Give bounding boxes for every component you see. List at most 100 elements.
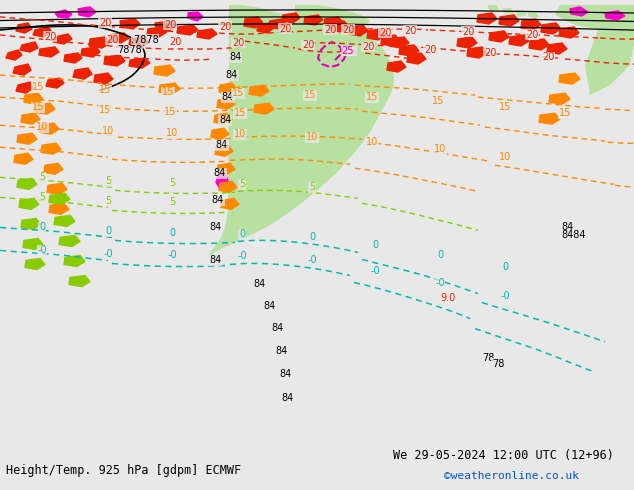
- Polygon shape: [467, 47, 487, 58]
- Text: -0: -0: [37, 245, 47, 255]
- Polygon shape: [257, 23, 274, 33]
- Text: 0: 0: [502, 263, 508, 272]
- Polygon shape: [64, 255, 85, 267]
- Polygon shape: [217, 98, 235, 109]
- Text: 15: 15: [234, 108, 246, 118]
- Polygon shape: [23, 239, 43, 249]
- Text: 10: 10: [366, 137, 378, 147]
- Polygon shape: [217, 163, 235, 174]
- Polygon shape: [488, 6, 498, 10]
- Text: 84: 84: [562, 222, 574, 232]
- Polygon shape: [367, 29, 386, 40]
- Polygon shape: [81, 47, 100, 57]
- Text: 20: 20: [164, 20, 176, 30]
- Text: .7878: .7878: [131, 35, 159, 45]
- Polygon shape: [49, 194, 70, 204]
- Text: 20: 20: [106, 35, 118, 45]
- Text: 5: 5: [169, 197, 175, 207]
- Text: 10: 10: [499, 152, 511, 162]
- Text: 5: 5: [105, 176, 111, 186]
- Text: We 29-05-2024 12:00 UTC (12+96): We 29-05-2024 12:00 UTC (12+96): [393, 448, 614, 462]
- Text: 84: 84: [264, 300, 276, 311]
- Polygon shape: [528, 13, 538, 17]
- Text: 10: 10: [36, 122, 48, 132]
- Text: 84: 84: [222, 92, 234, 102]
- Polygon shape: [559, 27, 579, 38]
- Polygon shape: [555, 5, 634, 30]
- Polygon shape: [477, 13, 497, 24]
- Polygon shape: [244, 17, 263, 28]
- Text: -0: -0: [370, 266, 380, 275]
- Polygon shape: [207, 5, 394, 257]
- Polygon shape: [53, 34, 72, 44]
- Polygon shape: [120, 19, 140, 29]
- Polygon shape: [349, 25, 368, 36]
- Polygon shape: [499, 15, 519, 26]
- Text: -0: -0: [167, 250, 177, 261]
- Polygon shape: [17, 133, 37, 144]
- Polygon shape: [20, 42, 38, 52]
- Text: 15: 15: [99, 85, 111, 95]
- Polygon shape: [549, 93, 570, 104]
- Polygon shape: [399, 45, 419, 56]
- Text: -0: -0: [307, 255, 317, 266]
- Polygon shape: [109, 33, 129, 43]
- Text: 84: 84: [254, 278, 266, 289]
- Polygon shape: [539, 113, 560, 124]
- Polygon shape: [197, 29, 217, 39]
- Polygon shape: [215, 145, 233, 156]
- Text: 20: 20: [169, 37, 181, 47]
- Polygon shape: [254, 103, 274, 114]
- Text: 15: 15: [559, 108, 571, 118]
- Text: 20: 20: [378, 28, 391, 38]
- Text: 0: 0: [239, 229, 245, 240]
- Polygon shape: [381, 35, 400, 46]
- Polygon shape: [21, 113, 40, 124]
- Polygon shape: [216, 173, 228, 189]
- Polygon shape: [407, 53, 426, 64]
- Polygon shape: [24, 93, 43, 104]
- Text: 84: 84: [276, 345, 288, 356]
- Polygon shape: [25, 259, 45, 270]
- Text: 20: 20: [484, 48, 496, 58]
- Polygon shape: [489, 31, 509, 42]
- Text: 15: 15: [32, 82, 44, 92]
- Text: 10: 10: [102, 126, 114, 136]
- Text: 20: 20: [362, 42, 374, 52]
- Polygon shape: [14, 153, 33, 164]
- Text: 84: 84: [219, 115, 231, 125]
- Polygon shape: [295, 5, 370, 27]
- Text: 0: 0: [309, 232, 315, 243]
- Text: 20: 20: [324, 25, 336, 35]
- Text: 20: 20: [279, 24, 291, 34]
- Polygon shape: [64, 53, 82, 63]
- Polygon shape: [17, 178, 37, 189]
- Text: 0: 0: [39, 222, 45, 232]
- Polygon shape: [219, 181, 237, 193]
- Polygon shape: [541, 23, 561, 34]
- Polygon shape: [559, 73, 580, 84]
- Text: 20: 20: [99, 18, 111, 28]
- Text: 20: 20: [542, 52, 554, 62]
- Polygon shape: [188, 12, 203, 21]
- Text: 5: 5: [39, 172, 45, 182]
- Text: 5: 5: [239, 179, 245, 189]
- Text: 20: 20: [526, 30, 538, 40]
- Polygon shape: [387, 61, 406, 72]
- Text: 25: 25: [344, 46, 356, 56]
- Polygon shape: [282, 13, 300, 23]
- Text: 15: 15: [99, 105, 111, 115]
- Text: 84: 84: [229, 52, 241, 62]
- Text: 25: 25: [342, 46, 354, 56]
- Polygon shape: [219, 83, 237, 94]
- Polygon shape: [39, 123, 59, 134]
- Polygon shape: [329, 21, 349, 32]
- Text: ©weatheronline.co.uk: ©weatheronline.co.uk: [444, 471, 579, 481]
- Polygon shape: [389, 37, 409, 48]
- Polygon shape: [16, 82, 33, 93]
- Polygon shape: [78, 7, 96, 17]
- Polygon shape: [47, 183, 67, 195]
- Polygon shape: [41, 143, 61, 154]
- Text: -0: -0: [237, 251, 247, 262]
- Polygon shape: [214, 113, 232, 124]
